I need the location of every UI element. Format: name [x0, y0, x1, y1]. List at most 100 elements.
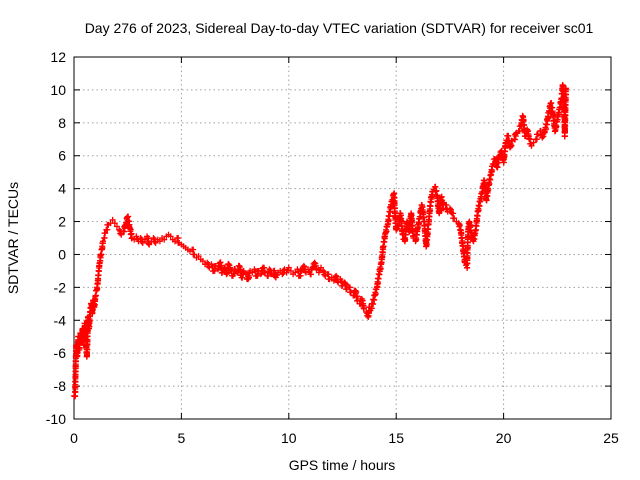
x-tick-label: 10 [281, 430, 297, 446]
data-point [348, 289, 355, 296]
x-tick-label: 20 [496, 430, 512, 446]
data-point [547, 99, 556, 117]
data-point [418, 202, 427, 225]
x-tick-label: 0 [70, 430, 78, 446]
data-point [528, 142, 535, 149]
data-point [470, 227, 479, 245]
data-point [292, 269, 299, 276]
y-tick-label: 8 [58, 115, 66, 131]
data-point [262, 269, 269, 276]
data-point [451, 215, 458, 222]
data-point [358, 295, 367, 311]
data-point [431, 183, 440, 199]
data-point [249, 269, 256, 276]
data-point [124, 213, 133, 231]
data-point [287, 267, 294, 274]
data-point [225, 261, 234, 273]
data-point [189, 246, 197, 258]
data-point [111, 220, 118, 227]
data-point [360, 305, 367, 312]
x-axis-label: GPS time / hours [289, 457, 396, 473]
data-point [161, 236, 168, 243]
data-point [333, 272, 341, 285]
data-point [378, 244, 387, 268]
data-point [302, 269, 309, 276]
y-tick-label: 12 [50, 49, 66, 65]
data-point [139, 239, 146, 246]
data-point [561, 86, 569, 140]
data-series [71, 81, 569, 400]
data-point [285, 264, 292, 271]
y-tick-label: -6 [54, 345, 67, 361]
data-point [150, 235, 158, 245]
data-point [376, 260, 384, 278]
data-point [391, 190, 399, 219]
data-point [552, 118, 560, 135]
data-point [167, 233, 174, 240]
y-tick-label: 6 [58, 148, 66, 164]
y-tick-label: -4 [54, 312, 67, 328]
data-point [102, 230, 109, 237]
y-axis: -10 -8 -6 -4 -2 0 2 4 6 8 10 12 [46, 49, 611, 427]
data-point [562, 85, 569, 92]
x-axis: 0 5 10 15 20 25 [70, 57, 619, 446]
data-point [253, 267, 261, 279]
data-point [266, 266, 274, 276]
y-tick-label: -2 [54, 279, 67, 295]
data-point [311, 259, 320, 272]
data-point [459, 242, 468, 265]
data-point [335, 279, 342, 286]
data-point [257, 265, 266, 278]
grid-lines [74, 57, 611, 419]
data-point [118, 231, 125, 238]
y-tick-label: 4 [58, 181, 66, 197]
y-tick-label: -8 [54, 378, 67, 394]
x-tick-label: 15 [388, 430, 404, 446]
data-point [156, 238, 163, 245]
data-point [530, 139, 537, 146]
data-point [99, 238, 106, 245]
chart-title: Day 276 of 2023, Sidereal Day-to-day VTE… [85, 20, 594, 36]
data-point [318, 264, 325, 271]
y-tick-label: 0 [58, 246, 66, 262]
data-point [440, 205, 447, 212]
data-point [414, 215, 423, 232]
y-tick-label: 10 [50, 82, 66, 98]
data-point [146, 241, 153, 248]
data-point [474, 198, 483, 215]
data-point [131, 236, 138, 243]
y-tick-label: 2 [58, 214, 66, 230]
data-point [534, 131, 541, 138]
data-point [449, 210, 457, 222]
data-point [457, 226, 466, 249]
data-point [425, 198, 434, 228]
data-point [315, 267, 323, 276]
data-point [191, 251, 198, 258]
data-point [195, 253, 202, 260]
x-tick-label: 25 [603, 430, 619, 446]
data-point [281, 266, 288, 273]
y-tick-label: -10 [46, 411, 66, 427]
data-point [324, 271, 332, 283]
data-point [109, 216, 116, 223]
data-point [408, 210, 417, 240]
data-point [113, 223, 120, 230]
plot-frame [73, 56, 612, 420]
data-point [472, 208, 481, 234]
data-point [240, 267, 247, 274]
data-point [423, 221, 432, 250]
data-point [144, 233, 152, 247]
y-axis-label: SDTVAR / TECUs [5, 182, 21, 294]
data-point [126, 225, 135, 242]
x-tick-label: 5 [178, 430, 186, 446]
data-point [141, 236, 148, 243]
data-point [371, 286, 380, 299]
data-point [206, 264, 213, 271]
data-point [199, 258, 206, 265]
data-point [337, 276, 345, 289]
data-point [171, 238, 178, 245]
data-point [313, 266, 320, 273]
data-point [393, 223, 401, 233]
data-point [152, 239, 159, 246]
